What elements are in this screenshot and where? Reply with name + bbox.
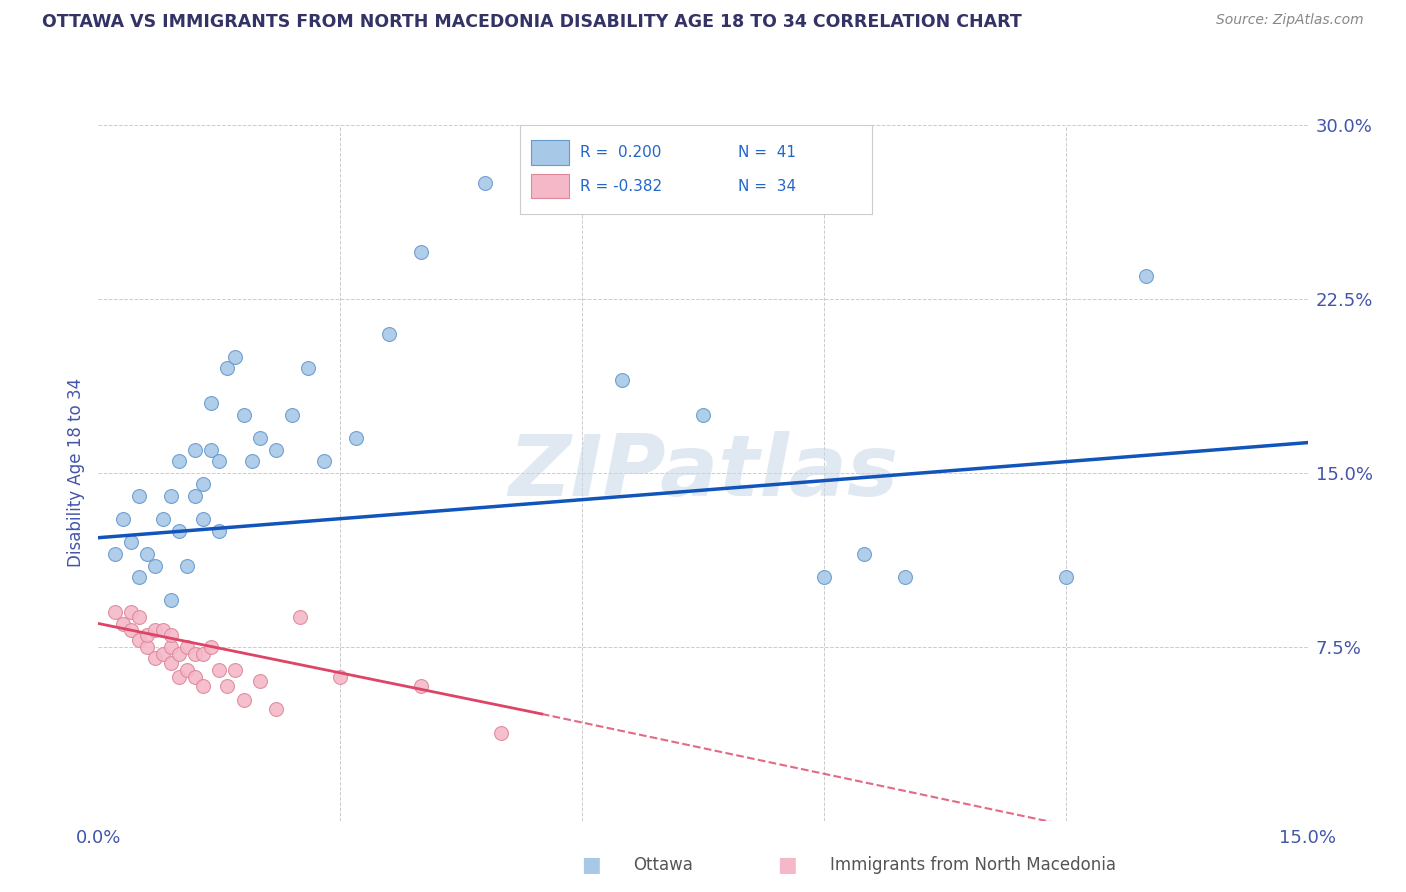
- Text: ZIPatlas: ZIPatlas: [508, 431, 898, 515]
- Point: [128, 489, 150, 503]
- Point: [176, 640, 198, 654]
- Point: [160, 628, 183, 642]
- Point: [314, 454, 336, 468]
- Text: Ottawa: Ottawa: [633, 856, 693, 874]
- Point: [167, 454, 190, 468]
- Point: [143, 558, 166, 573]
- Point: [152, 624, 174, 638]
- Point: [1054, 570, 1077, 584]
- Point: [193, 647, 215, 661]
- Point: [297, 361, 319, 376]
- Point: [135, 640, 157, 654]
- Point: [143, 624, 166, 638]
- Point: [176, 558, 198, 573]
- Point: [120, 605, 142, 619]
- Point: [167, 670, 190, 684]
- Point: [184, 670, 207, 684]
- Point: [377, 326, 399, 341]
- Point: [184, 647, 207, 661]
- Text: R =  0.200: R = 0.200: [581, 145, 661, 161]
- Point: [893, 570, 915, 584]
- Point: [160, 593, 183, 607]
- Point: [612, 373, 634, 387]
- Point: [344, 431, 367, 445]
- Point: [128, 570, 150, 584]
- Point: [217, 361, 239, 376]
- Point: [160, 640, 183, 654]
- Point: [167, 524, 190, 538]
- Text: Immigrants from North Macedonia: Immigrants from North Macedonia: [830, 856, 1115, 874]
- Point: [167, 647, 190, 661]
- Point: [135, 628, 157, 642]
- Point: [491, 725, 513, 739]
- Text: OTTAWA VS IMMIGRANTS FROM NORTH MACEDONIA DISABILITY AGE 18 TO 34 CORRELATION CH: OTTAWA VS IMMIGRANTS FROM NORTH MACEDONI…: [42, 13, 1022, 31]
- Point: [160, 489, 183, 503]
- Point: [813, 570, 835, 584]
- Point: [224, 663, 246, 677]
- Point: [103, 547, 125, 561]
- Point: [208, 663, 231, 677]
- Point: [193, 679, 215, 693]
- Text: N =  34: N = 34: [738, 178, 796, 194]
- Point: [200, 396, 222, 410]
- Point: [240, 454, 263, 468]
- Point: [152, 512, 174, 526]
- Point: [208, 524, 231, 538]
- Text: R = -0.382: R = -0.382: [581, 178, 662, 194]
- Point: [249, 674, 271, 689]
- Point: [208, 454, 231, 468]
- Point: [281, 408, 304, 422]
- Point: [111, 616, 134, 631]
- Y-axis label: Disability Age 18 to 34: Disability Age 18 to 34: [66, 378, 84, 567]
- Point: [217, 679, 239, 693]
- Point: [232, 693, 254, 707]
- Point: [184, 442, 207, 457]
- Point: [232, 408, 254, 422]
- Point: [249, 431, 271, 445]
- Point: [329, 670, 352, 684]
- Point: [135, 547, 157, 561]
- Point: [193, 512, 215, 526]
- Point: [224, 350, 246, 364]
- Point: [128, 609, 150, 624]
- Point: [288, 609, 311, 624]
- Point: [120, 624, 142, 638]
- Point: [409, 245, 432, 260]
- Text: Source: ZipAtlas.com: Source: ZipAtlas.com: [1216, 13, 1364, 28]
- Point: [103, 605, 125, 619]
- Point: [176, 663, 198, 677]
- Point: [200, 640, 222, 654]
- Point: [120, 535, 142, 549]
- Point: [409, 679, 432, 693]
- Point: [111, 512, 134, 526]
- Bar: [531, 174, 569, 199]
- Point: [264, 442, 287, 457]
- Text: ■: ■: [778, 855, 797, 875]
- Point: [128, 632, 150, 647]
- Bar: [531, 140, 569, 165]
- Point: [853, 547, 876, 561]
- Point: [200, 442, 222, 457]
- Text: N =  41: N = 41: [738, 145, 796, 161]
- Point: [692, 408, 714, 422]
- Point: [160, 656, 183, 670]
- Point: [1135, 268, 1157, 283]
- Text: ■: ■: [581, 855, 600, 875]
- Point: [264, 702, 287, 716]
- Point: [143, 651, 166, 665]
- Point: [193, 477, 215, 491]
- Point: [474, 176, 496, 190]
- Point: [184, 489, 207, 503]
- Point: [152, 647, 174, 661]
